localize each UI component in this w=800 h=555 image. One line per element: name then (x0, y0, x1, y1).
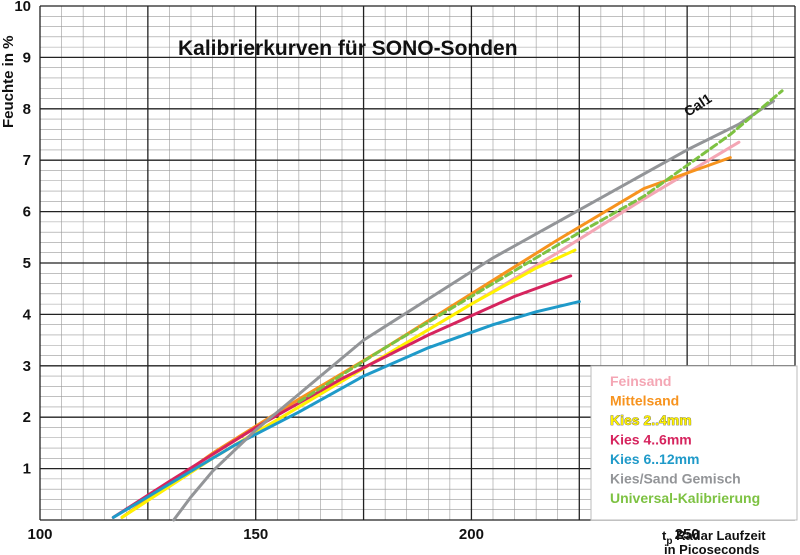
y-tick-label: 1 (23, 461, 31, 478)
y-tick-label: 8 (23, 101, 31, 118)
cal1-annotation: Cal1 (681, 90, 715, 120)
y-tick-label: 7 (23, 152, 31, 169)
y-tick-label: 3 (23, 358, 31, 375)
series-line-kies-sand-gemisch (172, 99, 775, 522)
x-axis-label-rest: Radar Laufzeit (672, 528, 766, 543)
y-tick-label: 5 (23, 255, 31, 272)
x-tick-label: 150 (243, 526, 268, 543)
y-tick-label: 9 (23, 49, 31, 66)
series-line-kies-6-12mm (111, 300, 581, 519)
legend-entry-kies-2-4mm: Kies 2..4mm (610, 412, 692, 428)
legend-items: Feinsand Mittelsand Kies 2..4mm Kies 4..6mm… (610, 373, 760, 506)
y-tick-label: 4 (23, 306, 32, 323)
x-axis-label-prefix: t (662, 528, 667, 543)
chart-title: Kalibrierkurven für SONO-Sonden (178, 37, 518, 60)
y-tick-label: 6 (23, 204, 31, 221)
legend-entry-kies-6-12mm: Kies 6..12mm (610, 451, 700, 467)
series-line-kies-4-6mm (111, 274, 573, 519)
legend-entry-mittelsand: Mittelsand (610, 393, 679, 409)
legend: Feinsand Mittelsand Kies 2..4mm Kies 4..6mm… (590, 365, 798, 521)
series-line-universal-kalibrierung (297, 89, 784, 404)
x-axis-label-line1: tp Radar Laufzeit (662, 528, 766, 547)
x-axis-label-subscript: p (666, 536, 672, 547)
legend-entry-kies-4-6mm: Kies 4..6mm (610, 432, 692, 448)
legend-box (590, 365, 798, 521)
y-tick-labels: 1 2 3 4 5 6 7 8 9 10 (14, 0, 31, 478)
series-layer (111, 89, 784, 522)
y-axis-label: Feuchte in % (0, 35, 17, 128)
legend-entry-feinsand: Feinsand (610, 373, 671, 389)
y-tick-label: 10 (14, 0, 31, 15)
y-tick-label: 2 (23, 409, 31, 426)
legend-entry-universal-kalibrierung: Universal-Kalibrierung (610, 490, 760, 506)
legend-entry-kies-sand-gemisch: Kies/Sand Gemisch (610, 471, 741, 487)
x-axis-label: tp Radar Laufzeit in Picoseconds (662, 528, 766, 555)
x-tick-label: 250 (675, 526, 700, 543)
x-axis-label-line2: in Picoseconds (664, 542, 759, 555)
x-tick-labels: 100 150 200 250 (27, 526, 699, 543)
x-tick-label: 100 (27, 526, 52, 543)
x-tick-label: 200 (459, 526, 484, 543)
